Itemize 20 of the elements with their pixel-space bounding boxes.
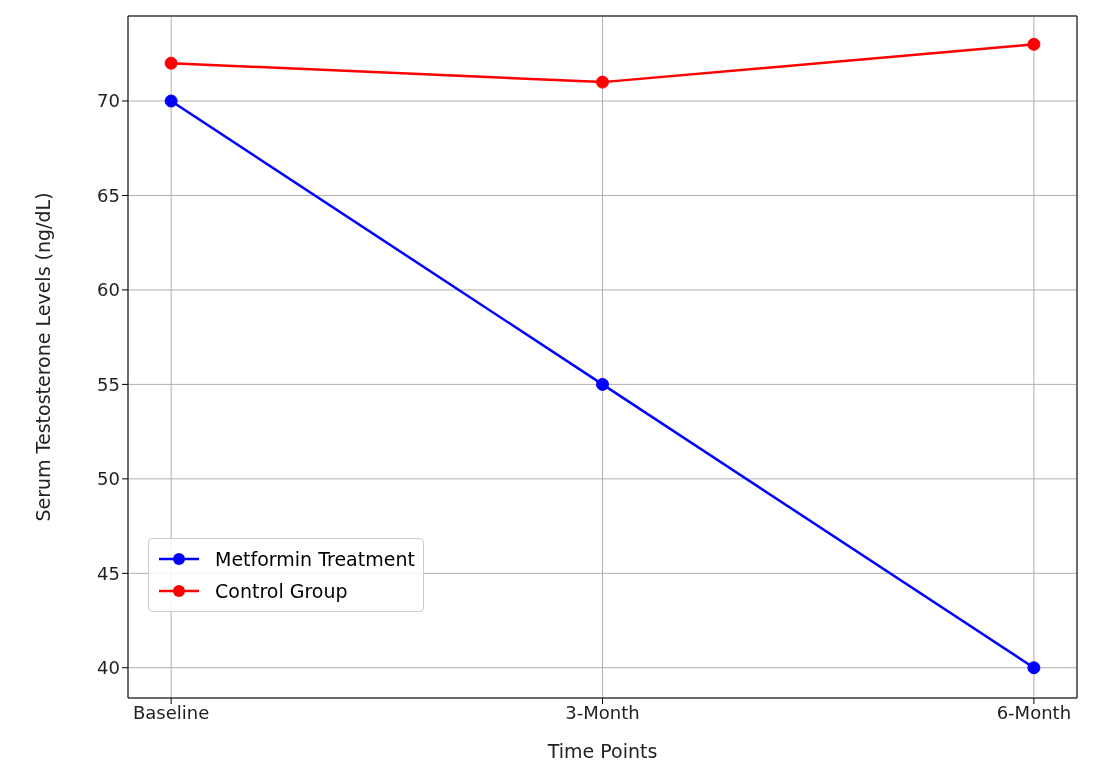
x-tick-label: 6-Month [996, 701, 1072, 723]
point [1027, 37, 1041, 51]
y-tick-label: 60 [97, 279, 120, 301]
x-tick-label: 3-Month [565, 701, 640, 723]
y-tick-label: 55 [97, 373, 120, 395]
y-tick-label: 65 [97, 184, 120, 206]
y-axis-title: Serum Testosterone Levels (ng/dL) [31, 192, 54, 522]
point [164, 94, 178, 108]
x-tick-label: Baseline [132, 701, 210, 723]
legend-label: Metformin Treatment [215, 548, 415, 570]
point [1027, 661, 1041, 675]
y-tick-label: 50 [97, 468, 120, 490]
y-tick-label: 45 [97, 562, 120, 584]
y-tick-label: 40 [97, 657, 120, 679]
point [164, 56, 178, 70]
point [596, 377, 609, 391]
legend-label: Control Group [215, 580, 348, 602]
y-tick-label: 70 [97, 90, 120, 112]
x-axis-title: Time Points [546, 740, 658, 762]
point [596, 75, 609, 89]
